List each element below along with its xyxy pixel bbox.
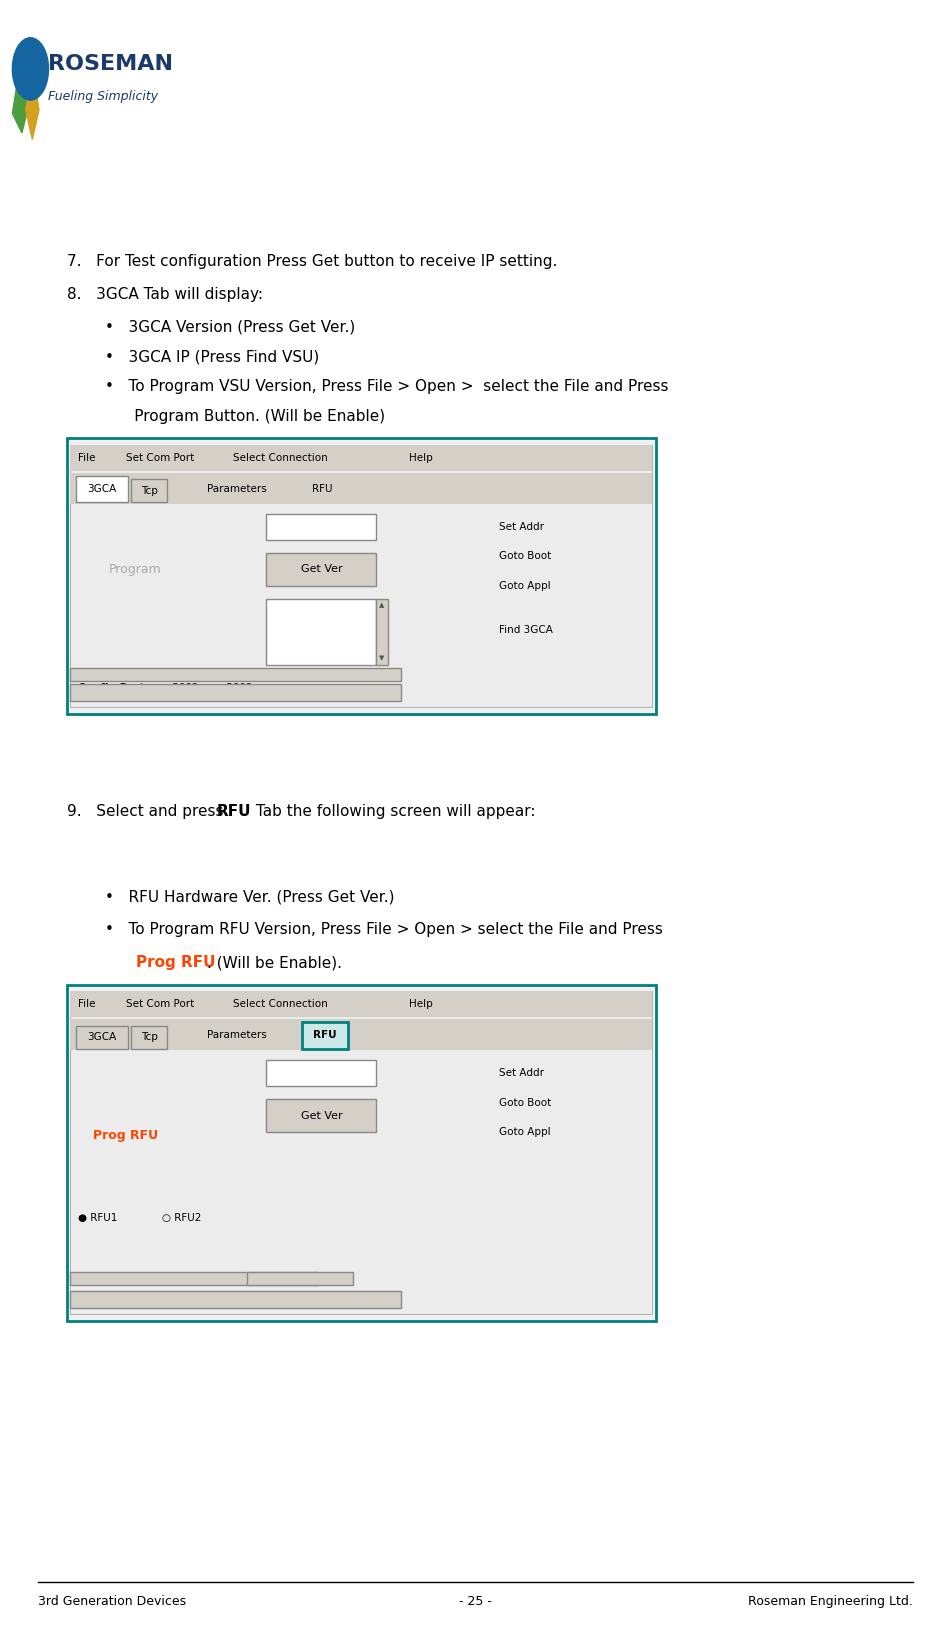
Text: File: File bbox=[78, 453, 95, 463]
Text: Help: Help bbox=[409, 453, 433, 463]
Circle shape bbox=[12, 38, 49, 100]
Text: •   3GCA Version (Press Get Ver.): • 3GCA Version (Press Get Ver.) bbox=[105, 320, 355, 335]
Text: Find 3GCA: Find 3GCA bbox=[499, 625, 553, 635]
Text: Set Addr: Set Addr bbox=[499, 1068, 544, 1078]
FancyBboxPatch shape bbox=[67, 438, 656, 714]
FancyBboxPatch shape bbox=[266, 1060, 376, 1086]
Text: 9.   Select and press: 9. Select and press bbox=[67, 804, 228, 819]
FancyBboxPatch shape bbox=[76, 1026, 128, 1049]
FancyBboxPatch shape bbox=[247, 1272, 354, 1285]
Text: •   To Program RFU Version, Press File > Open > select the File and Press: • To Program RFU Version, Press File > O… bbox=[105, 922, 663, 937]
Text: Set Addr: Set Addr bbox=[499, 522, 544, 532]
Text: 7.   For Test configuration Press Get button to receive IP setting.: 7. For Test configuration Press Get butt… bbox=[67, 254, 557, 269]
Polygon shape bbox=[12, 84, 28, 133]
FancyBboxPatch shape bbox=[70, 1019, 652, 1050]
Text: ROSEMAN: ROSEMAN bbox=[48, 54, 172, 74]
FancyBboxPatch shape bbox=[70, 668, 400, 681]
Text: Prog RFU: Prog RFU bbox=[93, 1129, 158, 1142]
Text: Select Connection: Select Connection bbox=[233, 999, 328, 1009]
Text: Tab the following screen will appear:: Tab the following screen will appear: bbox=[251, 804, 535, 819]
Text: ● 5003: ● 5003 bbox=[214, 683, 252, 693]
FancyBboxPatch shape bbox=[70, 1291, 400, 1308]
FancyBboxPatch shape bbox=[131, 479, 167, 502]
Text: - 25 -: - 25 - bbox=[459, 1595, 492, 1608]
Text: 8.   3GCA Tab will display:: 8. 3GCA Tab will display: bbox=[67, 287, 262, 302]
Text: Fueling Simplicity: Fueling Simplicity bbox=[48, 90, 158, 103]
Text: Config Port:: Config Port: bbox=[78, 683, 148, 693]
Polygon shape bbox=[26, 84, 39, 139]
Text: Goto Boot: Goto Boot bbox=[499, 1098, 552, 1108]
FancyBboxPatch shape bbox=[67, 985, 656, 1321]
Text: Goto Appl: Goto Appl bbox=[499, 581, 551, 591]
FancyBboxPatch shape bbox=[131, 1026, 167, 1049]
Text: ● 5002: ● 5002 bbox=[160, 683, 198, 693]
FancyBboxPatch shape bbox=[70, 1272, 318, 1285]
Text: ○ RFU2: ○ RFU2 bbox=[162, 1213, 201, 1223]
FancyBboxPatch shape bbox=[266, 553, 376, 586]
FancyBboxPatch shape bbox=[266, 1099, 376, 1132]
FancyBboxPatch shape bbox=[266, 514, 376, 540]
Text: RFU: RFU bbox=[217, 804, 251, 819]
Text: RFU: RFU bbox=[312, 484, 333, 494]
FancyBboxPatch shape bbox=[70, 991, 652, 1017]
Text: Get Ver: Get Ver bbox=[301, 565, 342, 574]
Text: 3GCA: 3GCA bbox=[87, 484, 116, 494]
Text: . (Will be Enable).: . (Will be Enable). bbox=[207, 955, 342, 970]
Text: ▲: ▲ bbox=[379, 602, 384, 609]
Text: Parameters: Parameters bbox=[207, 1031, 267, 1040]
Text: Set Com Port: Set Com Port bbox=[126, 453, 194, 463]
FancyBboxPatch shape bbox=[70, 991, 652, 1314]
Text: ▼: ▼ bbox=[379, 655, 384, 661]
Text: Parameters: Parameters bbox=[207, 484, 267, 494]
Text: Goto Appl: Goto Appl bbox=[499, 1127, 551, 1137]
Text: 3rd Generation Devices: 3rd Generation Devices bbox=[38, 1595, 186, 1608]
Text: Get Ver: Get Ver bbox=[301, 1111, 342, 1121]
Text: Program: Program bbox=[108, 563, 162, 576]
Text: •   3GCA IP (Press Find VSU): • 3GCA IP (Press Find VSU) bbox=[105, 350, 319, 364]
Text: ● RFU1: ● RFU1 bbox=[78, 1213, 117, 1223]
FancyBboxPatch shape bbox=[302, 1022, 348, 1049]
Text: RFU: RFU bbox=[314, 1031, 337, 1040]
Text: Tcp: Tcp bbox=[141, 486, 158, 496]
Text: 3GCA: 3GCA bbox=[87, 1032, 116, 1042]
FancyBboxPatch shape bbox=[266, 599, 376, 665]
Text: •   RFU Hardware Ver. (Press Get Ver.): • RFU Hardware Ver. (Press Get Ver.) bbox=[105, 889, 394, 904]
FancyBboxPatch shape bbox=[70, 684, 400, 701]
Text: Help: Help bbox=[409, 999, 433, 1009]
FancyBboxPatch shape bbox=[76, 476, 128, 502]
Text: Program Button. (Will be Enable): Program Button. (Will be Enable) bbox=[105, 409, 385, 423]
Text: Tcp: Tcp bbox=[141, 1032, 158, 1042]
FancyBboxPatch shape bbox=[376, 599, 388, 665]
Text: Set Com Port: Set Com Port bbox=[126, 999, 194, 1009]
FancyBboxPatch shape bbox=[70, 445, 652, 471]
FancyBboxPatch shape bbox=[70, 445, 652, 707]
Text: Roseman Engineering Ltd.: Roseman Engineering Ltd. bbox=[748, 1595, 913, 1608]
Text: •   To Program VSU Version, Press File > Open >  select the File and Press: • To Program VSU Version, Press File > O… bbox=[105, 379, 669, 394]
Text: File: File bbox=[78, 999, 95, 1009]
Text: Goto Boot: Goto Boot bbox=[499, 551, 552, 561]
FancyBboxPatch shape bbox=[70, 473, 652, 504]
Text: Select Connection: Select Connection bbox=[233, 453, 328, 463]
Text: Prog RFU: Prog RFU bbox=[136, 955, 216, 970]
